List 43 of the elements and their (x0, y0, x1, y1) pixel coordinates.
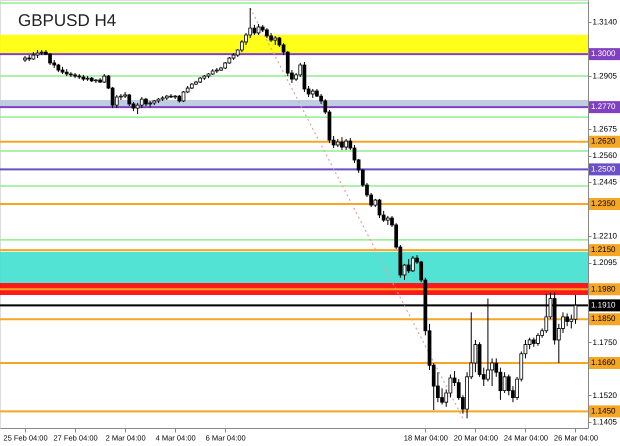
candlestick (410, 256, 415, 272)
ref-line-label: 1.1850 (591, 314, 616, 324)
candlestick (532, 337, 536, 348)
candlestick (140, 96, 144, 109)
candlestick (340, 136, 344, 151)
candlestick (136, 102, 140, 115)
ref-line-label: 1.3000 (591, 49, 616, 58)
y-tick-label: 1.1405 (592, 417, 618, 426)
y-tick-label: 1.1750 (592, 338, 618, 347)
candlestick (127, 94, 132, 107)
ref-line-label: 1.2150 (591, 245, 616, 254)
ref-line-label: 1.2770 (591, 102, 616, 112)
y-tick-label: 1.2560 (592, 151, 618, 160)
text: GBPUSD H4 (18, 11, 116, 30)
y-tick-label: 1.1520 (592, 390, 618, 400)
candlestick (48, 52, 52, 66)
candlestick (248, 8, 252, 39)
y-tick-label: 1.2675 (592, 124, 618, 134)
candlestick (256, 23, 260, 36)
candlestick (474, 339, 478, 373)
y-tick-label: 1.2445 (592, 178, 618, 187)
ref-line-label: 1.2620 (591, 136, 616, 146)
candlestick (506, 374, 511, 396)
candlestick (502, 372, 506, 394)
ref-line-label: 1.1910 (591, 300, 616, 310)
candlestick (565, 312, 570, 327)
candlestick (406, 258, 411, 274)
ref-line-label: 1.2350 (591, 198, 616, 208)
ref-line-label: 1.1980 (591, 284, 616, 294)
candlestick (536, 332, 540, 346)
candlestick (252, 24, 256, 36)
y-tick-label: 1.2210 (592, 232, 618, 241)
ref-line-label: 1.1660 (591, 358, 616, 368)
candlestick (344, 138, 348, 151)
candlestick (528, 337, 532, 350)
ref-line-label: 1.1450 (591, 406, 616, 416)
ref-line-label: 1.2500 (591, 164, 616, 174)
y-tick-label: 1.2905 (592, 72, 618, 81)
y-tick-label: 1.3140 (592, 17, 618, 26)
candlestick (378, 198, 382, 219)
candlestick (448, 374, 452, 398)
candlestick (265, 28, 269, 39)
y-tick-label: 1.2095 (592, 258, 618, 268)
